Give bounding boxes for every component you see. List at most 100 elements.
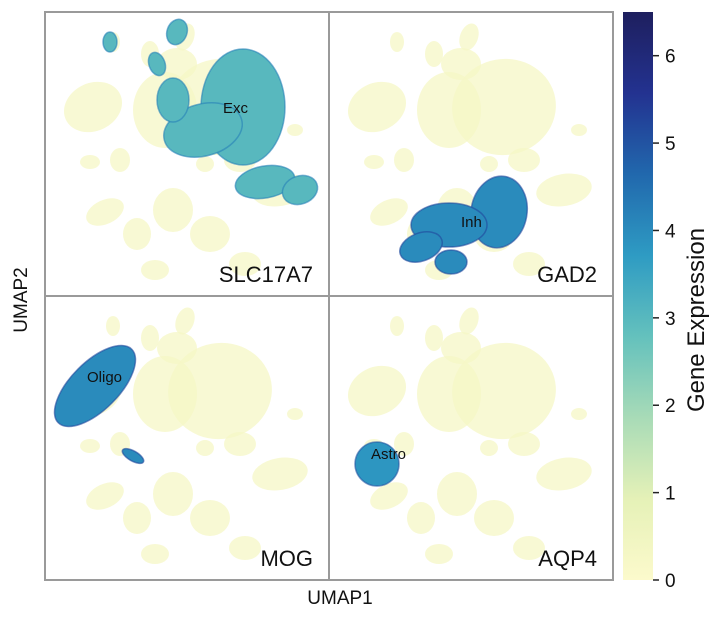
background-cluster xyxy=(80,155,100,169)
colorbar-tick-label: 3 xyxy=(665,309,676,330)
background-cluster xyxy=(141,544,169,564)
background-cluster xyxy=(153,188,193,232)
panel-slc17a7: Exc SLC17A7 xyxy=(63,18,319,287)
background-cluster xyxy=(229,252,261,276)
background-cluster xyxy=(480,156,498,172)
background-cluster xyxy=(417,72,481,148)
background-cluster xyxy=(394,432,414,456)
background-cluster xyxy=(425,41,443,67)
y-axis-label-box: UMAP2 xyxy=(2,240,42,360)
highlighted-cluster-astro xyxy=(354,441,400,487)
colorbar-label: Gene Expression xyxy=(683,227,710,413)
background-cells xyxy=(347,307,592,564)
cluster-label: Oligo xyxy=(87,369,122,386)
background-cluster xyxy=(133,356,197,432)
background-cluster xyxy=(106,316,120,336)
panel-aqp4: Astro AQP4 xyxy=(347,307,597,571)
background-cluster xyxy=(224,432,256,456)
background-cluster xyxy=(157,332,197,364)
background-cluster xyxy=(437,472,477,516)
gene-label: GAD2 xyxy=(537,262,597,287)
background-cluster xyxy=(407,502,435,534)
background-cluster xyxy=(390,32,404,52)
cluster-cells xyxy=(399,231,443,263)
background-cluster xyxy=(63,81,123,133)
background-cluster xyxy=(394,148,414,172)
cluster-cells xyxy=(156,77,190,123)
background-cluster xyxy=(141,325,159,351)
gene-label: AQP4 xyxy=(538,546,597,571)
background-cluster xyxy=(252,457,308,491)
background-cluster xyxy=(190,500,230,536)
background-cluster xyxy=(123,218,151,250)
background-cluster xyxy=(229,536,261,560)
background-cluster xyxy=(80,439,100,453)
background-cluster xyxy=(474,500,514,536)
background-cluster xyxy=(175,307,195,335)
background-cluster xyxy=(441,332,481,364)
background-cluster xyxy=(571,408,587,420)
background-cells xyxy=(347,23,592,280)
background-cluster xyxy=(425,544,453,564)
background-cluster xyxy=(153,472,193,516)
background-cluster xyxy=(196,156,214,172)
background-cluster xyxy=(417,356,481,432)
x-axis-label: UMAP1 xyxy=(307,588,373,609)
colorbar-label-box: Gene Expression xyxy=(680,150,714,490)
background-cluster xyxy=(441,48,481,80)
background-cluster xyxy=(425,325,443,351)
background-cluster xyxy=(480,440,498,456)
background-cluster xyxy=(364,155,384,169)
background-cluster xyxy=(86,198,124,226)
cluster-cells xyxy=(354,441,400,487)
panel-border xyxy=(328,295,614,581)
background-cluster xyxy=(110,148,130,172)
background-cluster xyxy=(459,23,479,51)
background-cluster xyxy=(452,58,556,156)
colorbar-tick-label: 2 xyxy=(665,396,676,417)
background-cluster xyxy=(508,432,540,456)
cluster-label: Inh xyxy=(461,214,482,231)
panel-gad2: Inh GAD2 xyxy=(347,23,597,287)
background-cluster xyxy=(123,502,151,534)
colorbar-tick-label: 5 xyxy=(665,134,676,155)
background-cluster xyxy=(513,536,545,560)
background-cluster xyxy=(571,124,587,136)
background-cluster xyxy=(459,307,479,335)
gene-label: MOG xyxy=(260,546,313,571)
background-cluster xyxy=(513,252,545,276)
highlighted-cluster-exc xyxy=(102,18,319,206)
cluster-cells xyxy=(281,174,319,206)
background-cluster xyxy=(168,342,272,440)
cluster-label: Astro xyxy=(371,446,406,463)
background-cluster xyxy=(86,482,124,510)
cluster-cells xyxy=(102,31,118,53)
y-axis-label: UMAP2 xyxy=(11,267,32,333)
colorbar-tick-label: 4 xyxy=(665,221,676,242)
background-cluster xyxy=(370,482,408,510)
colorbar-tick-label: 0 xyxy=(665,571,676,592)
background-cluster xyxy=(157,48,197,80)
highlighted-cluster-oligo xyxy=(53,344,145,465)
cluster-cells xyxy=(147,51,167,77)
background-cluster xyxy=(287,124,303,136)
cluster-cells xyxy=(53,344,137,428)
highlighted-cluster-inh xyxy=(399,175,529,275)
background-cluster xyxy=(452,342,556,440)
background-cluster xyxy=(196,440,214,456)
cluster-cells xyxy=(165,18,189,46)
cluster-label: Exc xyxy=(223,100,249,117)
colorbar-tick-label: 1 xyxy=(665,484,676,505)
background-cluster xyxy=(508,148,540,172)
colorbar xyxy=(623,12,653,580)
background-cluster xyxy=(190,216,230,252)
background-cluster xyxy=(141,260,169,280)
background-cluster xyxy=(347,365,407,417)
background-cluster xyxy=(370,198,408,226)
background-cluster xyxy=(536,173,592,207)
background-cluster xyxy=(536,457,592,491)
gene-label: SLC17A7 xyxy=(219,262,313,287)
colorbar-tick-label: 6 xyxy=(665,47,676,68)
